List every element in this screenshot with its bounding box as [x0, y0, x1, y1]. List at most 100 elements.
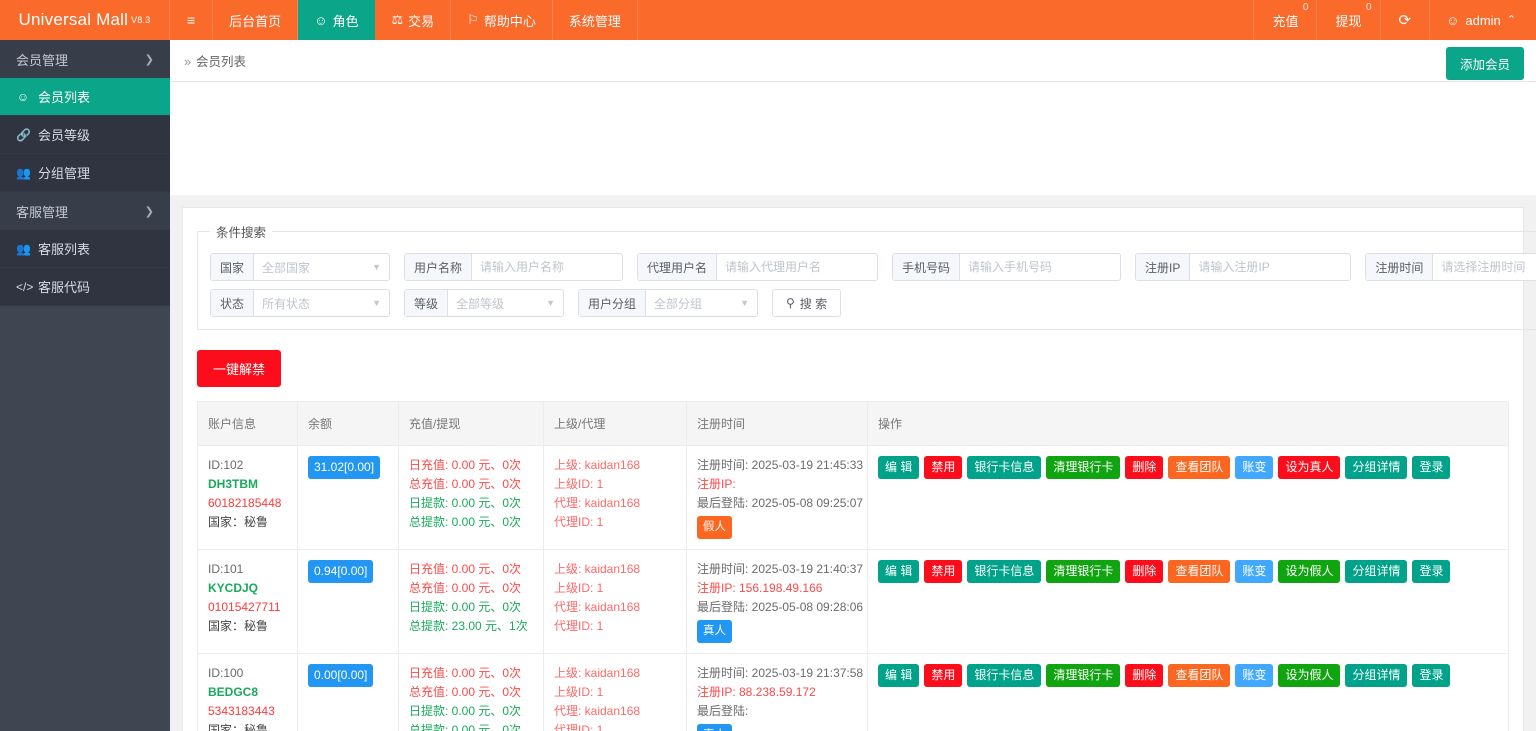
sidebar-item-member-level[interactable]: 🔗 会员等级: [0, 116, 170, 154]
sidebar-group-member-management[interactable]: 会员管理 ❯: [0, 40, 170, 78]
cell-register-time: 注册时间: 2025-03-19 21:45:33 注册IP: 最后登陆: 2025…: [686, 445, 868, 550]
agent-username-filter[interactable]: 代理用户名: [637, 253, 879, 281]
search-row-1: 国家 全部国家 ▼ 用户名称 代理用户名 手机号码: [210, 253, 1536, 281]
op-button[interactable]: 清理银行卡: [1046, 664, 1121, 687]
op-button[interactable]: 登录: [1412, 664, 1451, 687]
finance-line: 总提款: 0.00 元、0次: [409, 515, 522, 529]
op-button[interactable]: 删除: [1125, 664, 1164, 687]
op-button[interactable]: 禁用: [924, 456, 963, 479]
agent-username-label: 代理用户名: [638, 254, 718, 280]
sidebar-item-support-code[interactable]: </> 客服代码: [0, 268, 170, 306]
op-button[interactable]: 禁用: [924, 664, 963, 687]
country-select[interactable]: 全部国家 ▼: [254, 254, 389, 280]
level-value: 全部等级: [456, 296, 505, 311]
username-input[interactable]: [472, 254, 623, 280]
op-button[interactable]: 分组详情: [1345, 664, 1408, 687]
op-button[interactable]: 编 辑: [878, 456, 920, 479]
register-ip-filter[interactable]: 注册IP: [1135, 253, 1352, 281]
recharge-button[interactable]: 0 充值: [1253, 0, 1316, 40]
cell-register-time: 注册时间: 2025-03-19 21:37:58 注册IP: 88.238.59…: [686, 653, 868, 731]
op-button[interactable]: 清理银行卡: [1046, 456, 1121, 479]
search-filter-panel: 条件搜索 国家 全部国家 ▼ 用户名称 代理用户名: [197, 222, 1536, 330]
register-time-line: 注册时间: 2025-03-19 21:40:37: [697, 562, 864, 576]
refresh-icon: ⟳: [1398, 12, 1412, 29]
nav-item-system-management[interactable]: 系统管理: [553, 0, 638, 40]
op-button[interactable]: 查看团队: [1168, 456, 1231, 479]
op-button[interactable]: 编 辑: [878, 664, 920, 687]
chevron-down-icon: ▼: [546, 298, 555, 308]
scales-icon: ⚖: [391, 12, 404, 27]
op-button[interactable]: 银行卡信息: [967, 664, 1042, 687]
op-button[interactable]: 账变: [1235, 560, 1274, 583]
finance-line: 日充值: 0.00 元、0次: [409, 458, 522, 472]
account-menu[interactable]: ☺ admin ⌃: [1429, 0, 1536, 40]
add-member-button[interactable]: 添加会员: [1445, 47, 1524, 80]
country-filter[interactable]: 国家 全部国家 ▼: [210, 253, 390, 281]
level-select[interactable]: 全部等级 ▼: [448, 290, 563, 316]
nav-label: 系统管理: [568, 13, 621, 29]
nav-item-help-center[interactable]: ⚐ 帮助中心: [451, 0, 553, 40]
user-group-select[interactable]: 全部分组 ▼: [646, 290, 757, 316]
nav-label: 后台首页: [229, 13, 282, 29]
cell-operations: 编 辑禁用 银行卡信息 清理银行卡 删除 查看团队 账变 设为真人 分组详情 登录: [867, 445, 1509, 550]
breadcrumb: » 会员列表: [184, 51, 246, 70]
superior-line: 上级: kaidan168: [554, 458, 641, 472]
status-value: 所有状态: [262, 296, 311, 311]
sidebar-group-support-management[interactable]: 客服管理 ❯: [0, 192, 170, 230]
country-label: 国家: [211, 254, 255, 280]
search-button[interactable]: ⚲ 搜 索: [772, 289, 842, 317]
unban-all-button[interactable]: 一键解禁: [197, 350, 282, 387]
nav-label: 交易: [408, 13, 435, 29]
op-button[interactable]: 银行卡信息: [967, 560, 1042, 583]
refresh-button[interactable]: ⟳: [1379, 0, 1430, 40]
sidebar-group-label: 会员管理: [16, 52, 69, 68]
op-button[interactable]: 设为真人: [1278, 456, 1341, 479]
status-filter[interactable]: 状态 所有状态 ▼: [210, 289, 390, 317]
op-button[interactable]: 清理银行卡: [1046, 560, 1121, 583]
balance-chip: 31.02[0.00]: [308, 456, 381, 479]
sidebar-item-member-list[interactable]: ☺ 会员列表: [0, 78, 170, 116]
op-button[interactable]: 删除: [1125, 456, 1164, 479]
sidebar-item-group-management[interactable]: 👥 分组管理: [0, 154, 170, 192]
op-button[interactable]: 删除: [1125, 560, 1164, 583]
op-button[interactable]: 编 辑: [878, 560, 920, 583]
withdraw-button[interactable]: 0 提现: [1316, 0, 1379, 40]
chevron-down-icon: ▼: [372, 298, 381, 308]
table-row: ID:102 DH3TBM 60182185448 国家：秘鲁 31.02[0.00] 日…: [197, 445, 1509, 550]
nav-item-role[interactable]: ☺ 角色: [298, 0, 376, 40]
table-body: ID:102 DH3TBM 60182185448 国家：秘鲁 31.02[0.00] 日…: [197, 445, 1509, 731]
nav-item-transaction[interactable]: ⚖ 交易: [375, 0, 452, 40]
op-button[interactable]: 账变: [1235, 664, 1274, 687]
op-button[interactable]: 账变: [1235, 456, 1274, 479]
register-time-input[interactable]: [1433, 254, 1536, 280]
phone-input[interactable]: [960, 254, 1121, 280]
register-time-filter[interactable]: 注册时间: [1365, 253, 1536, 281]
menu-toggle-icon[interactable]: ≡: [170, 0, 214, 40]
username-filter[interactable]: 用户名称: [404, 253, 624, 281]
chevron-down-icon: ▼: [740, 298, 749, 308]
op-button[interactable]: 禁用: [924, 560, 963, 583]
op-button[interactable]: 设为假人: [1278, 664, 1341, 687]
table-head: 账户信息 余额 充值/提现 上级/代理 注册时间 操作: [197, 401, 1509, 446]
op-button[interactable]: 设为假人: [1278, 560, 1341, 583]
op-button[interactable]: 分组详情: [1345, 560, 1408, 583]
op-button[interactable]: 登录: [1412, 560, 1451, 583]
level-filter[interactable]: 等级 全部等级 ▼: [404, 289, 564, 317]
withdraw-badge: 0: [1365, 2, 1372, 13]
superior-line: 代理: kaidan168: [554, 704, 641, 718]
user-group-filter[interactable]: 用户分组 全部分组 ▼: [578, 289, 758, 317]
sidebar-item-support-list[interactable]: 👥 客服列表: [0, 230, 170, 268]
op-button[interactable]: 查看团队: [1168, 560, 1231, 583]
op-button[interactable]: 银行卡信息: [967, 456, 1042, 479]
sidebar-item-label: 会员列表: [38, 90, 91, 105]
op-button[interactable]: 查看团队: [1168, 664, 1231, 687]
phone-filter[interactable]: 手机号码: [892, 253, 1122, 281]
nav-item-home[interactable]: 后台首页: [213, 0, 299, 40]
op-button[interactable]: 分组详情: [1345, 456, 1408, 479]
op-button[interactable]: 登录: [1412, 456, 1451, 479]
status-select[interactable]: 所有状态 ▼: [254, 290, 389, 316]
register-ip-input[interactable]: [1190, 254, 1351, 280]
agent-username-input[interactable]: [717, 254, 878, 280]
status-badge: 假人: [697, 516, 732, 539]
status-label: 状态: [211, 290, 255, 316]
